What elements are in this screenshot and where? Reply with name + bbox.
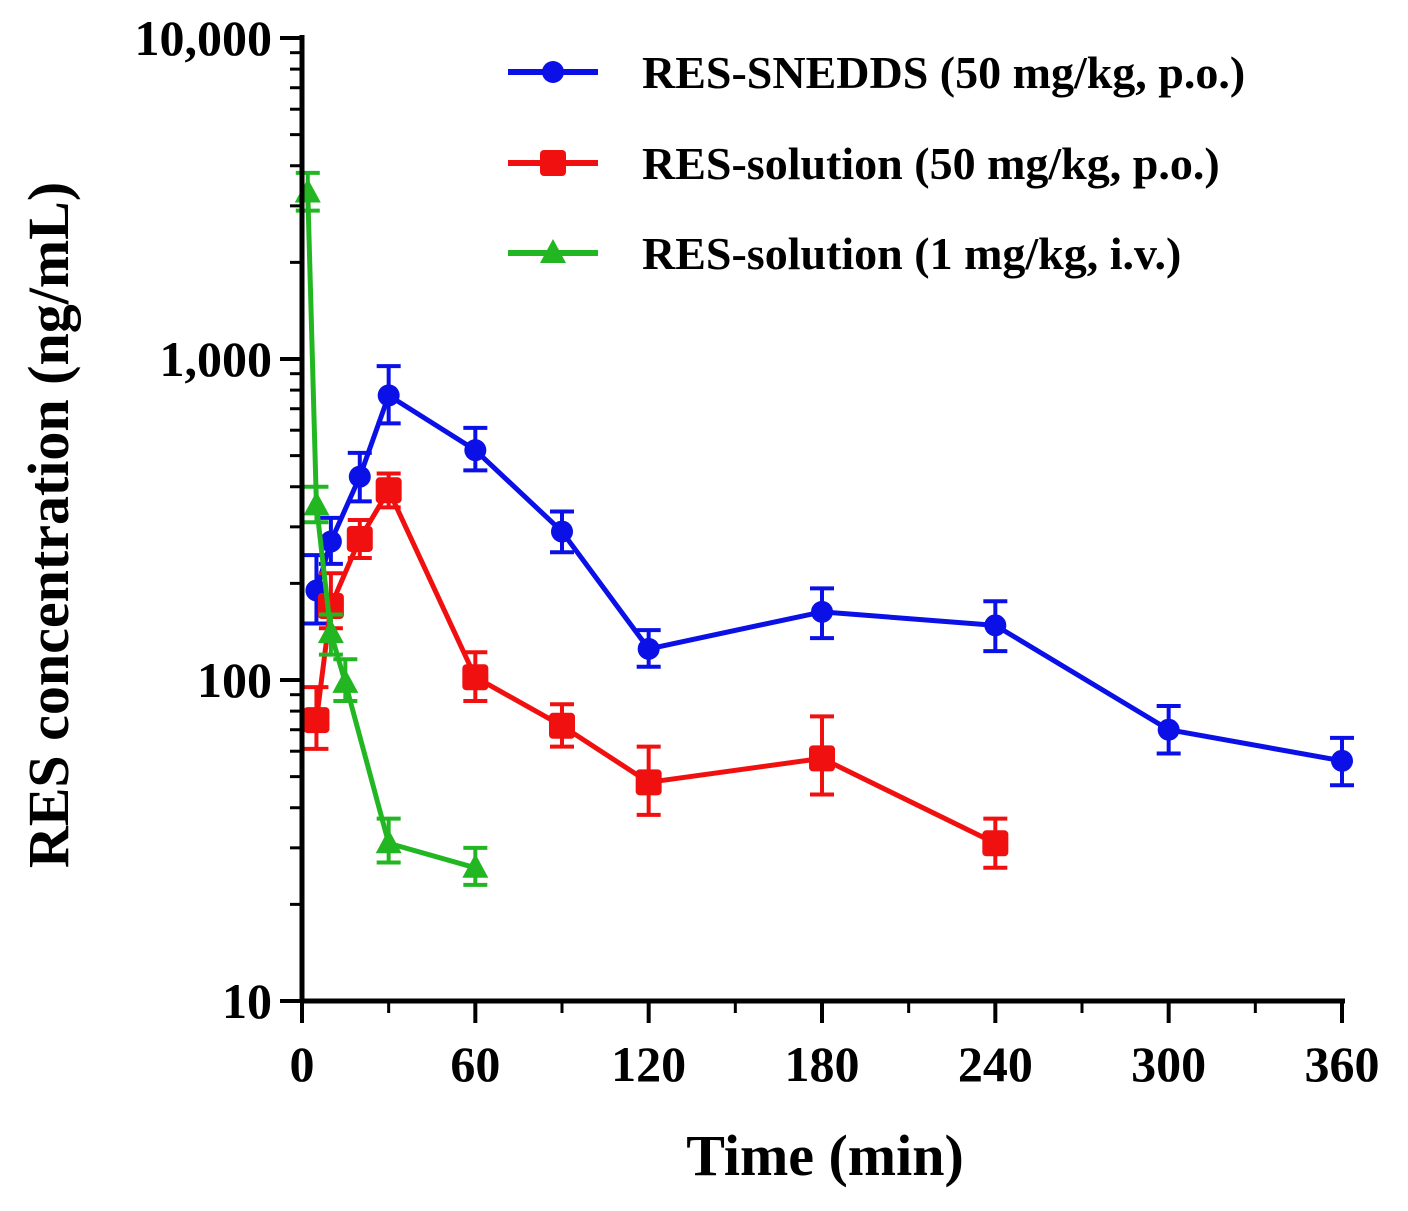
data-point [332,668,359,693]
data-point [635,769,662,796]
data-point [1331,749,1353,772]
x-tick-label: 300 [1131,1036,1206,1092]
data-point [464,439,487,462]
legend-marker [540,239,566,263]
x-tick-label: 60 [450,1036,500,1092]
ticks: 0 60 120 180 240 300 360 10 100 1,000 10,000 [135,10,1380,1092]
y-tick-label: 1,000 [160,331,273,387]
data-point [984,614,1007,637]
x-tick-label: 120 [611,1036,686,1092]
data-point [375,829,402,854]
data-point [294,178,321,203]
data-point [317,619,344,644]
data-point [462,853,489,878]
data-point [377,384,400,407]
x-tick-label: 180 [785,1036,860,1092]
legend-label: RES-SNEDDS (50 mg/kg, p.o.) [642,47,1245,98]
data-point [549,712,575,739]
legend-entry: RES-solution (1 mg/kg, i.v.) [508,228,1181,279]
data-point [551,520,573,543]
y-tick-label: 100 [197,652,272,708]
data-point [637,637,660,660]
y-tick-label: 10,000 [135,10,273,66]
legend-entry: RES-solution (50 mg/kg, p.o.) [508,138,1220,189]
series-line [305,192,477,871]
plot-area [294,170,1354,887]
data-point [462,664,489,691]
x-tick-label: 360 [1305,1036,1380,1092]
series-square [303,471,1009,870]
x-tick-label: 240 [958,1036,1033,1092]
y-axis-title: RES concentration (ng/mL) [16,182,81,868]
legend-marker [542,61,564,83]
data-point [346,525,373,552]
data-point [811,600,833,623]
y-tick-label: 10 [222,973,272,1029]
data-point [319,530,342,553]
legend-label: RES-solution (50 mg/kg, p.o.) [642,138,1220,189]
legend: RES-SNEDDS (50 mg/kg, p.o.) RES-solution … [508,47,1245,279]
legend-label: RES-solution (1 mg/kg, i.v.) [642,228,1181,279]
data-point [303,707,330,734]
data-point [982,830,1009,857]
x-axis-title: Time (min) [686,1123,964,1188]
series-circle [304,364,1354,788]
x-tick-label: 0 [290,1036,315,1092]
legend-entry: RES-SNEDDS (50 mg/kg, p.o.) [508,47,1245,98]
data-point [303,491,330,516]
series-triangle [294,170,489,887]
data-point [375,477,402,504]
data-point [348,465,371,488]
data-point [1157,718,1180,741]
legend-marker [540,150,566,176]
data-point [809,745,835,772]
